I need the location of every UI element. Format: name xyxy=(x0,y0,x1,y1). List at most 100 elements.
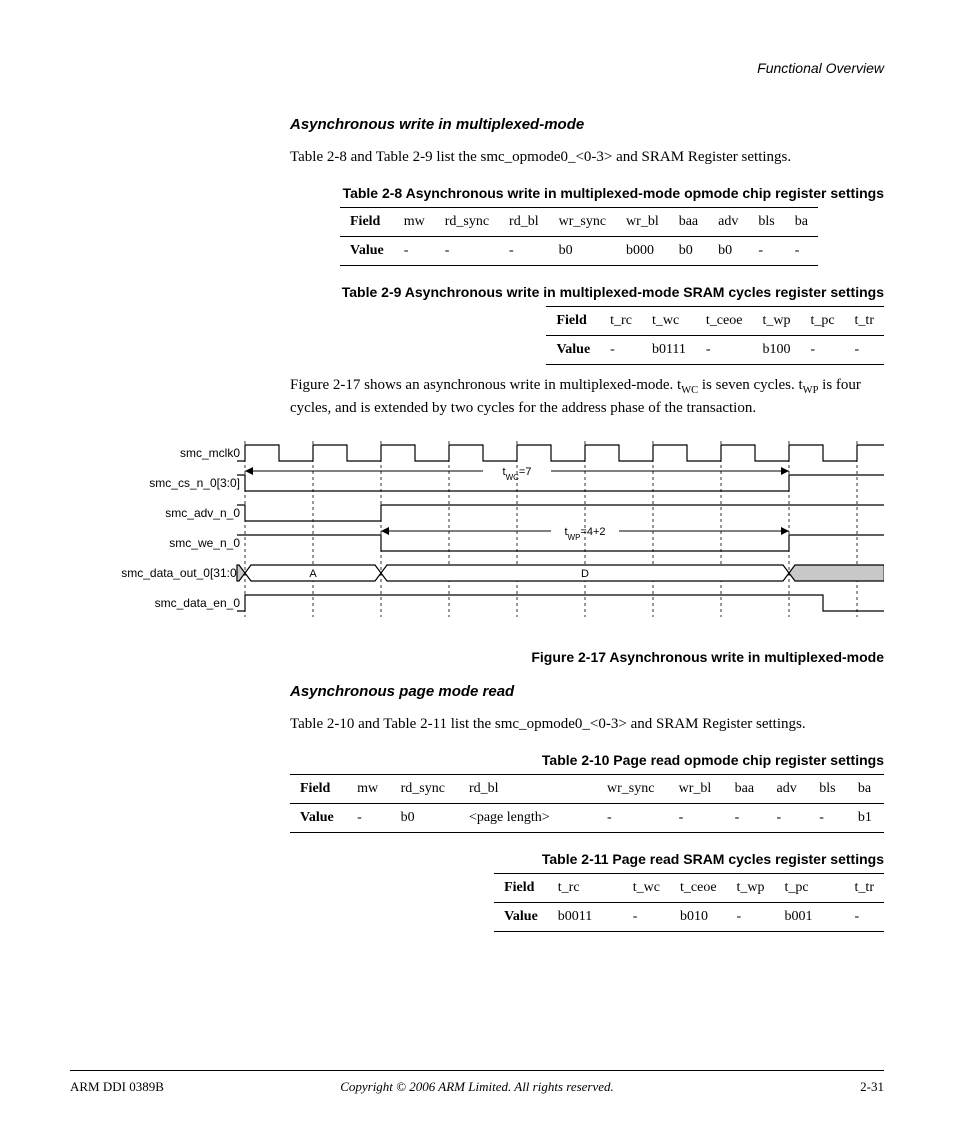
cell: b0 xyxy=(669,237,708,266)
cell: - xyxy=(394,237,435,266)
col-header: baa xyxy=(669,208,708,237)
col-header: t_rc xyxy=(548,873,623,902)
value-header: Value xyxy=(340,237,394,266)
col-header: mw xyxy=(394,208,435,237)
content-column: Asynchronous write in multiplexed-mode T… xyxy=(290,116,884,932)
col-header: wr_sync xyxy=(597,774,669,803)
subscript: WC xyxy=(681,385,698,396)
page-footer: ARM DDI 0389B Copyright © 2006 ARM Limit… xyxy=(70,1070,884,1095)
field-header: Field xyxy=(340,208,394,237)
svg-text:tWC=7: tWC=7 xyxy=(503,466,532,482)
cell: - xyxy=(785,237,818,266)
cell: - xyxy=(748,237,784,266)
cell: b1 xyxy=(848,803,884,832)
col-header: wr_bl xyxy=(669,774,725,803)
table-2-11: Field t_rc t_wc t_ceoe t_wp t_pc t_tr Va… xyxy=(494,873,884,932)
svg-text:smc_data_out_0[31:0]: smc_data_out_0[31:0] xyxy=(121,566,240,580)
col-header: rd_bl xyxy=(499,208,549,237)
col-header: rd_sync xyxy=(391,774,459,803)
value-header: Value xyxy=(546,336,600,365)
cell: - xyxy=(767,803,810,832)
col-header: bls xyxy=(748,208,784,237)
footer-copyright: Copyright © 2006 ARM Limited. All rights… xyxy=(70,1079,884,1095)
cell: - xyxy=(845,902,884,931)
field-header: Field xyxy=(494,873,548,902)
footer-doc-id: ARM DDI 0389B xyxy=(70,1079,164,1095)
col-header: t_wp xyxy=(727,873,775,902)
table-row: Value - b0111 - b100 - - xyxy=(546,336,884,365)
table-row: Value - - - b0 b000 b0 b0 - - xyxy=(340,237,818,266)
col-header: rd_sync xyxy=(435,208,499,237)
table-row: Value b0011 - b010 - b001 - xyxy=(494,902,884,931)
col-header: t_pc xyxy=(775,873,845,902)
svg-text:D: D xyxy=(581,568,589,580)
value-header: Value xyxy=(494,902,548,931)
col-header: mw xyxy=(347,774,391,803)
caption-table-2-10: Table 2-10 Page read opmode chip registe… xyxy=(290,752,884,768)
col-header: t_wc xyxy=(642,307,696,336)
col-header: t_pc xyxy=(800,307,844,336)
cell: - xyxy=(669,803,725,832)
running-header: Functional Overview xyxy=(70,60,884,76)
value-header: Value xyxy=(290,803,347,832)
table-row: Field t_rc t_wc t_ceoe t_wp t_pc t_tr xyxy=(546,307,884,336)
text: Figure 2-17 shows an asynchronous write … xyxy=(290,377,681,393)
caption-figure-2-17: Figure 2-17 Asynchronous write in multip… xyxy=(290,649,884,665)
cell: - xyxy=(499,237,549,266)
cell: - xyxy=(435,237,499,266)
intro-para-2: Table 2-10 and Table 2-11 list the smc_o… xyxy=(290,714,884,734)
col-header: t_rc xyxy=(600,307,642,336)
cell: - xyxy=(597,803,669,832)
cell: b000 xyxy=(616,237,669,266)
col-header: ba xyxy=(785,208,818,237)
field-header: Field xyxy=(546,307,600,336)
col-header: t_wc xyxy=(623,873,670,902)
cell: - xyxy=(845,336,884,365)
footer-page-number: 2-31 xyxy=(860,1079,884,1095)
caption-table-2-9: Table 2-9 Asynchronous write in multiple… xyxy=(290,284,884,300)
col-header: baa xyxy=(725,774,767,803)
cell: b0 xyxy=(708,237,748,266)
cell: b0 xyxy=(391,803,459,832)
cell: - xyxy=(727,902,775,931)
table-row: Field mw rd_sync rd_bl wr_sync wr_bl baa… xyxy=(340,208,818,237)
cell: - xyxy=(809,803,848,832)
svg-text:smc_adv_n_0: smc_adv_n_0 xyxy=(165,506,240,520)
table-row: Field mw rd_sync rd_bl wr_sync wr_bl baa… xyxy=(290,774,884,803)
figure-2-17: smc_mclk0 smc_cs_n_0[3:0] smc_adv_n_0 smc_w… xyxy=(70,437,884,637)
caption-table-2-8: Table 2-8 Asynchronous write in multiple… xyxy=(290,185,884,201)
col-header: rd_bl xyxy=(459,774,597,803)
svg-text:smc_we_n_0: smc_we_n_0 xyxy=(169,536,240,550)
table-2-8: Field mw rd_sync rd_bl wr_sync wr_bl baa… xyxy=(340,207,818,266)
table-row: Value - b0 <page length> - - - - - b1 xyxy=(290,803,884,832)
timing-diagram: smc_mclk0 smc_cs_n_0[3:0] smc_adv_n_0 smc_w… xyxy=(70,437,884,637)
svg-text:smc_data_en_0: smc_data_en_0 xyxy=(155,596,241,610)
col-header: t_wp xyxy=(752,307,800,336)
svg-text:smc_mclk0: smc_mclk0 xyxy=(180,446,240,460)
col-header: t_ceoe xyxy=(696,307,753,336)
col-header: ba xyxy=(848,774,884,803)
col-header: adv xyxy=(708,208,748,237)
col-header: t_ceoe xyxy=(670,873,727,902)
cell: - xyxy=(696,336,753,365)
col-header: wr_sync xyxy=(549,208,616,237)
svg-text:smc_cs_n_0[3:0]: smc_cs_n_0[3:0] xyxy=(149,476,240,490)
cell: b001 xyxy=(775,902,845,931)
subscript: WP xyxy=(803,385,819,396)
intro-para-1: Table 2-8 and Table 2-9 list the smc_opm… xyxy=(290,147,884,167)
page: Functional Overview Asynchronous write i… xyxy=(0,0,954,1145)
col-header: t_tr xyxy=(845,307,884,336)
text: is seven cycles. t xyxy=(698,377,803,393)
cell: - xyxy=(600,336,642,365)
cell: - xyxy=(800,336,844,365)
cell: - xyxy=(623,902,670,931)
cell: <page length> xyxy=(459,803,597,832)
cell: b010 xyxy=(670,902,727,931)
section-title-page-read: Asynchronous page mode read xyxy=(290,683,884,700)
col-header: wr_bl xyxy=(616,208,669,237)
table-2-9: Field t_rc t_wc t_ceoe t_wp t_pc t_tr Va… xyxy=(546,306,884,365)
figure-description: Figure 2-17 shows an asynchronous write … xyxy=(290,375,884,418)
table-row: Field t_rc t_wc t_ceoe t_wp t_pc t_tr xyxy=(494,873,884,902)
svg-text:A: A xyxy=(309,568,317,580)
cell: b0011 xyxy=(548,902,623,931)
